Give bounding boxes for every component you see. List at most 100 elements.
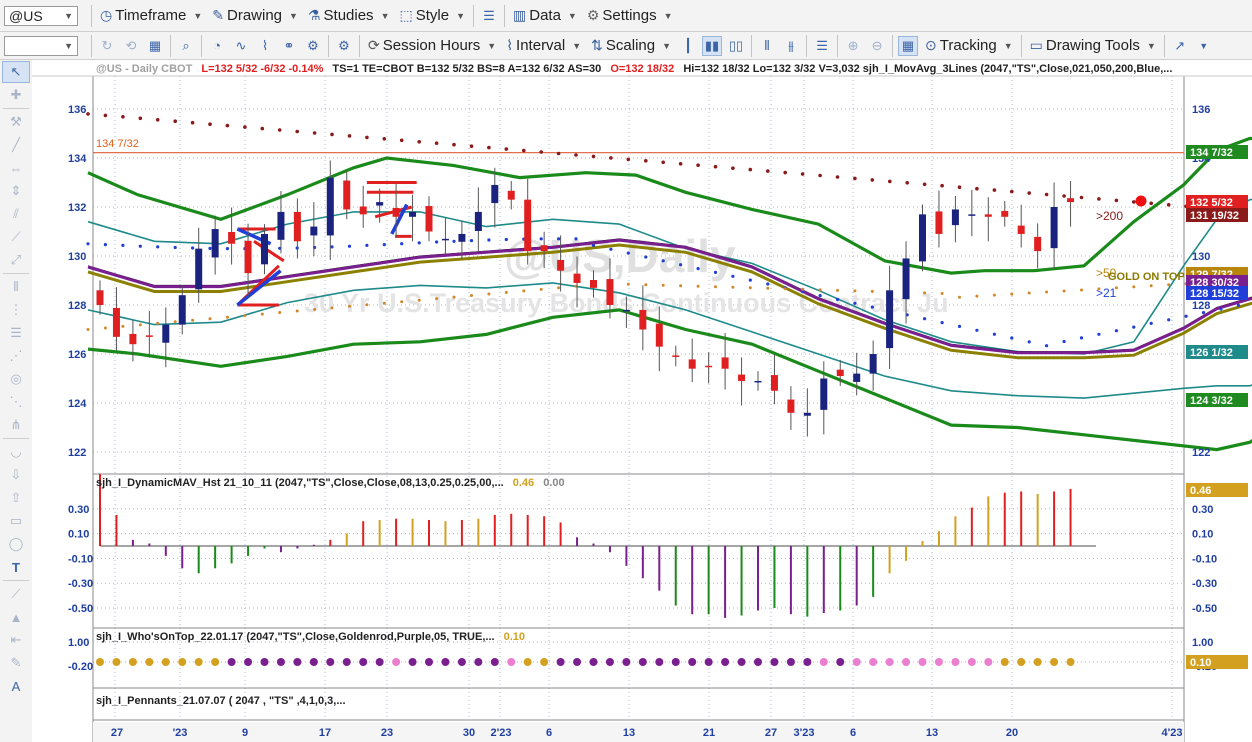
candle-body[interactable] xyxy=(145,335,153,337)
candle-body[interactable] xyxy=(803,412,811,416)
compress-icon[interactable]: ⫴ xyxy=(764,37,770,53)
candle-body[interactable] xyxy=(112,307,120,337)
fan-icon[interactable]: ⋰ xyxy=(9,348,23,363)
candle-body[interactable] xyxy=(836,369,844,377)
candle-body[interactable] xyxy=(672,355,680,357)
candlesticks[interactable] xyxy=(96,160,1075,437)
candle-body[interactable] xyxy=(655,323,663,347)
candle-body[interactable] xyxy=(376,202,384,206)
trendline-icon[interactable]: ╱ xyxy=(12,137,20,152)
candle-body[interactable] xyxy=(474,211,482,232)
text-icon[interactable]: A xyxy=(11,678,21,694)
candle-body[interactable] xyxy=(441,238,449,241)
candle-body[interactable] xyxy=(293,211,301,242)
candle-body[interactable] xyxy=(738,374,746,381)
pitchfork-icon[interactable]: ⋔ xyxy=(10,417,22,432)
chevron-down-icon[interactable]: ▼ xyxy=(64,10,73,21)
candle-body[interactable] xyxy=(310,226,318,236)
candle-body[interactable] xyxy=(688,359,696,369)
style-menu[interactable]: ⬚ Style ▼ xyxy=(394,4,470,28)
candle-body[interactable] xyxy=(425,206,433,232)
zoom-data-icon[interactable]: ⌕ xyxy=(182,37,190,53)
candle-body[interactable] xyxy=(705,365,713,368)
rectangle-icon[interactable]: ▭ xyxy=(9,513,23,528)
timeframe-menu[interactable]: ◷ Timeframe ▼ xyxy=(95,4,207,28)
data-menu[interactable]: ▥ Data ▼ xyxy=(508,4,582,28)
reload-icon[interactable]: ⟲ xyxy=(125,37,137,53)
indicator-settings-icon[interactable]: ⚙ xyxy=(338,37,350,53)
alert-dot[interactable] xyxy=(1135,195,1147,207)
candle-body[interactable] xyxy=(524,199,532,252)
horizontal-line-icon[interactable]: ⇔ xyxy=(9,160,23,176)
candle-body[interactable] xyxy=(573,273,581,283)
tracking-menu[interactable]: ⊙ Tracking ▼ xyxy=(920,34,1018,58)
regression-icon[interactable]: ⟋ xyxy=(11,229,21,244)
chevron-down-icon[interactable]: ▼ xyxy=(64,40,73,51)
crosshair-icon[interactable]: ✚ xyxy=(10,87,22,102)
candle-body[interactable] xyxy=(458,233,466,242)
candle-body[interactable] xyxy=(162,324,170,343)
wave-icon[interactable]: ∿ xyxy=(235,37,247,53)
candle-body[interactable] xyxy=(326,177,334,236)
pointer-icon[interactable]: ↖ xyxy=(2,61,30,83)
candle-body[interactable] xyxy=(1034,236,1042,252)
interval-menu[interactable]: ⌇ Interval ▼ xyxy=(501,34,586,58)
line-width-icon[interactable]: ⟋ xyxy=(11,586,21,601)
fibonacci-icon[interactable]: ⦀ xyxy=(13,279,19,294)
candle-body[interactable] xyxy=(557,259,565,271)
candle-body[interactable] xyxy=(244,240,252,274)
candle-body[interactable] xyxy=(606,279,614,305)
candle-body[interactable] xyxy=(1067,198,1075,203)
arrow-up-icon[interactable]: ⇧ xyxy=(10,490,22,505)
candlestick-icon[interactable]: ▮▮ xyxy=(702,35,723,56)
candle-body[interactable] xyxy=(869,354,877,374)
chart-icon[interactable]: ⌇ xyxy=(261,37,269,53)
candle-body[interactable] xyxy=(853,373,861,382)
candle-body[interactable] xyxy=(935,211,943,234)
candle-body[interactable] xyxy=(178,295,186,325)
session-hours-menu[interactable]: ⟳ Session Hours ▼ xyxy=(363,34,501,58)
expand-icon[interactable]: ⫵ xyxy=(788,37,795,53)
erase-icon[interactable]: ✎ xyxy=(10,655,22,670)
candle-body[interactable] xyxy=(919,214,926,262)
arrow-down-icon[interactable]: ⇩ xyxy=(10,467,22,482)
trend-icon[interactable]: ↗ xyxy=(1174,37,1186,53)
refresh-icon[interactable]: ↻ xyxy=(101,37,113,53)
ray-icon[interactable]: ⤢ xyxy=(10,252,22,267)
levels-icon[interactable]: ☰ xyxy=(10,325,22,340)
ellipse-icon[interactable]: ◯ xyxy=(8,536,24,551)
color-picker-icon[interactable]: ▲ xyxy=(9,609,23,625)
zoom-in-icon[interactable]: ⊕ xyxy=(847,37,859,53)
zoom-out-icon[interactable]: ⊖ xyxy=(871,37,883,53)
candle-body[interactable] xyxy=(886,290,894,349)
studies-menu[interactable]: ⚗ Studies ▼ xyxy=(303,4,395,28)
candle-body[interactable] xyxy=(639,309,647,330)
channel-icon[interactable]: ⫽ xyxy=(13,206,19,221)
more-chevron-icon[interactable]: ▼ xyxy=(1199,40,1209,51)
snap-icon[interactable]: ⇤ xyxy=(10,632,22,647)
candle-body[interactable] xyxy=(590,280,597,288)
wrench-icon[interactable]: ⚒ xyxy=(10,114,22,129)
drawing-tools-menu[interactable]: ▭ Drawing Tools ▼ xyxy=(1025,34,1161,58)
candle-body[interactable] xyxy=(409,211,417,217)
candle-body[interactable] xyxy=(754,380,762,383)
candle-body[interactable] xyxy=(968,214,976,216)
properties-icon[interactable]: ⚙ xyxy=(307,37,319,53)
settings-menu[interactable]: ⚙ Settings ▼ xyxy=(582,4,678,28)
candle-body[interactable] xyxy=(721,357,729,369)
arc-icon[interactable]: ◡ xyxy=(10,444,22,459)
candle-body[interactable] xyxy=(984,214,992,217)
candle-body[interactable] xyxy=(129,333,137,345)
scaling-menu[interactable]: ⇅ Scaling ▼ xyxy=(586,34,676,58)
grid-icon[interactable]: ▦ xyxy=(148,37,162,53)
hollow-candle-icon[interactable]: ▯▯ xyxy=(728,37,744,53)
candle-body[interactable] xyxy=(902,258,910,300)
candle-body[interactable] xyxy=(491,184,499,204)
candle-body[interactable] xyxy=(770,375,778,391)
candle-body[interactable] xyxy=(540,245,548,252)
symbol-input[interactable]: @US ▼ xyxy=(4,5,78,26)
candle-body[interactable] xyxy=(343,180,351,210)
candle-body[interactable] xyxy=(820,378,828,410)
gann-icon[interactable]: ⋮ xyxy=(9,302,23,317)
layout-icon[interactable]: ☰ xyxy=(483,7,495,23)
